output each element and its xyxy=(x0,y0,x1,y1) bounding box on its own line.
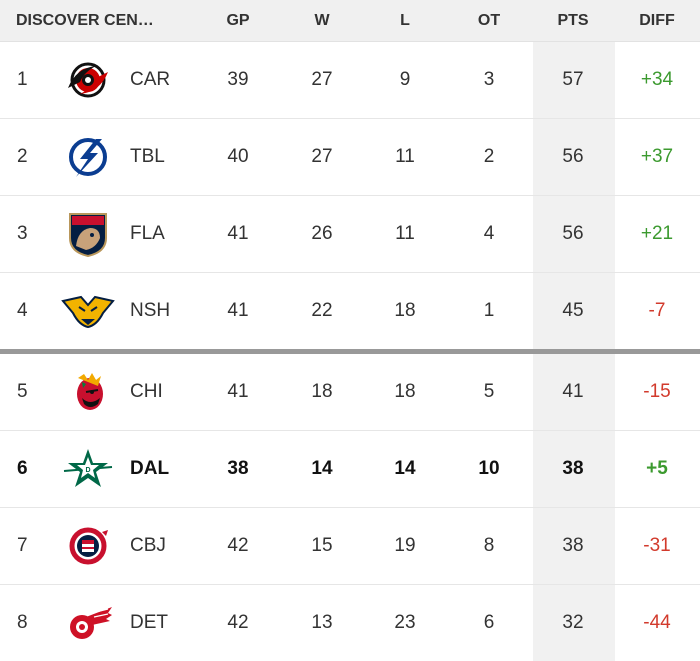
w-value: 27 xyxy=(311,146,333,167)
team-abbr[interactable]: CBJ xyxy=(130,535,166,556)
pts-value: 41 xyxy=(562,381,584,402)
diff-value: -7 xyxy=(648,300,666,321)
l-value: 11 xyxy=(395,223,415,244)
l-value: 18 xyxy=(394,381,416,402)
table-row[interactable]: 8 DET 42 13 23 6 32 -44 xyxy=(0,585,700,661)
col-gp-header[interactable]: GP xyxy=(226,12,250,29)
ot-value: 10 xyxy=(478,458,500,479)
w-value: 14 xyxy=(311,458,333,479)
pts-value: 56 xyxy=(562,223,584,244)
ot-value: 5 xyxy=(483,381,495,402)
table-row[interactable]: 3 FLA 41 26 11 4 56 +21 xyxy=(0,196,700,273)
team-abbr[interactable]: DET xyxy=(130,612,168,633)
pts-value: 32 xyxy=(562,612,584,633)
ot-value: 1 xyxy=(483,300,495,321)
col-l-header[interactable]: L xyxy=(400,12,410,29)
rank: 1 xyxy=(17,69,28,90)
gp-value: 39 xyxy=(227,69,249,90)
diff-value: -31 xyxy=(643,535,671,556)
pts-value: 45 xyxy=(562,300,584,321)
diff-value: +21 xyxy=(640,223,674,244)
w-value: 18 xyxy=(311,381,333,402)
rank: 7 xyxy=(17,535,28,556)
col-pts-header[interactable]: PTS xyxy=(557,12,589,29)
w-value: 26 xyxy=(311,223,333,244)
gp-value: 41 xyxy=(227,381,249,402)
pts-value: 57 xyxy=(562,69,584,90)
gp-value: 41 xyxy=(227,300,249,321)
pts-value: 38 xyxy=(562,458,584,479)
w-value: 27 xyxy=(311,69,333,90)
diff-value: +5 xyxy=(646,458,668,479)
lightning-logo-icon xyxy=(60,133,116,181)
rank: 2 xyxy=(17,146,28,167)
ot-value: 6 xyxy=(483,612,495,633)
conference-header[interactable]: DISCOVER CEN… xyxy=(16,12,154,29)
diff-value: -15 xyxy=(643,381,671,402)
gp-value: 42 xyxy=(227,612,249,633)
l-value: 23 xyxy=(394,612,416,633)
diff-value: +37 xyxy=(640,146,674,167)
ot-value: 8 xyxy=(483,535,495,556)
pts-value: 38 xyxy=(562,535,584,556)
blackhawks-logo-icon xyxy=(60,368,116,416)
ot-value: 3 xyxy=(483,69,495,90)
team-abbr[interactable]: DAL xyxy=(130,458,170,479)
table-row[interactable]: 2 TBL 40 27 11 2 56 +37 xyxy=(0,119,700,196)
rank: 5 xyxy=(17,381,28,402)
w-value: 15 xyxy=(311,535,333,556)
col-diff-header[interactable]: DIFF xyxy=(639,12,675,29)
predators-logo-icon xyxy=(60,287,116,335)
team-abbr[interactable]: CAR xyxy=(130,69,171,90)
l-value: 11 xyxy=(395,146,415,167)
blue-jackets-logo-icon xyxy=(60,522,116,570)
gp-value: 42 xyxy=(227,535,249,556)
gp-value: 40 xyxy=(227,146,249,167)
ot-value: 2 xyxy=(483,146,495,167)
team-abbr[interactable]: TBL xyxy=(130,146,165,167)
red-wings-logo-icon xyxy=(60,599,116,647)
team-abbr[interactable]: CHI xyxy=(130,381,163,402)
diff-value: -44 xyxy=(643,612,671,633)
col-ot-header[interactable]: OT xyxy=(477,12,501,29)
w-value: 22 xyxy=(311,300,333,321)
stars-logo-icon: D xyxy=(60,445,116,493)
table-row[interactable]: 7 CBJ 42 15 19 8 38 -31 xyxy=(0,508,700,585)
rank: 6 xyxy=(17,458,28,479)
panthers-logo-icon xyxy=(60,210,116,258)
l-value: 19 xyxy=(394,535,416,556)
table-row[interactable]: 6 D DAL 38 14 14 10 38 +5 xyxy=(0,431,700,508)
table-row[interactable]: 4 NSH 41 22 18 1 45 -7 xyxy=(0,273,700,354)
team-abbr[interactable]: FLA xyxy=(130,223,165,244)
table-header: DISCOVER CEN… GP W L OT PTS DIFF xyxy=(0,0,700,42)
l-value: 14 xyxy=(394,458,416,479)
l-value: 9 xyxy=(399,69,411,90)
gp-value: 38 xyxy=(227,458,249,479)
col-w-header[interactable]: W xyxy=(314,12,330,29)
gp-value: 41 xyxy=(227,223,249,244)
ot-value: 4 xyxy=(483,223,495,244)
pts-value: 56 xyxy=(562,146,584,167)
rank: 4 xyxy=(17,300,28,321)
table-row[interactable]: 1 CAR 39 27 9 3 57 +34 xyxy=(0,42,700,119)
hurricanes-logo-icon xyxy=(60,56,116,104)
rank: 3 xyxy=(17,223,28,244)
table-row[interactable]: 5 CHI 41 18 18 5 41 -15 xyxy=(0,354,700,431)
l-value: 18 xyxy=(394,300,416,321)
diff-value: +34 xyxy=(640,69,674,90)
w-value: 13 xyxy=(311,612,333,633)
rank: 8 xyxy=(17,612,28,633)
team-abbr[interactable]: NSH xyxy=(130,300,171,321)
svg-text:D: D xyxy=(85,467,90,474)
